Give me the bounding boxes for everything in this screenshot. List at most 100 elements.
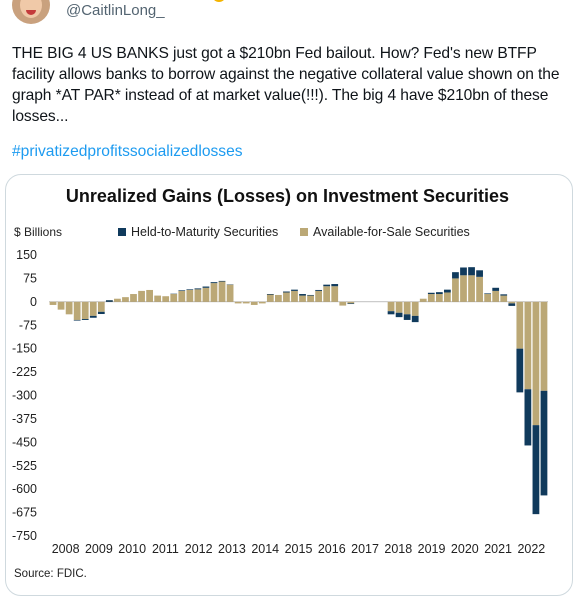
x-tick-label: 2022 xyxy=(517,542,545,556)
bar-htm xyxy=(283,292,290,293)
bar-afs xyxy=(347,302,354,304)
bar-htm xyxy=(299,294,306,296)
bar-afs xyxy=(186,290,193,302)
y-tick-label: -600 xyxy=(12,482,37,496)
bar-htm xyxy=(291,290,298,291)
bar-afs xyxy=(227,285,234,302)
bar-htm xyxy=(541,391,548,496)
bar-htm xyxy=(484,293,491,294)
bar-afs xyxy=(412,302,419,316)
bar-afs xyxy=(154,296,161,302)
bar-afs xyxy=(516,302,523,349)
x-tick-label: 2010 xyxy=(118,542,146,556)
x-tick-label: 2013 xyxy=(218,542,246,556)
bar-htm xyxy=(267,294,274,295)
x-tick-label: 2009 xyxy=(85,542,113,556)
x-tick-label: 2018 xyxy=(384,542,412,556)
x-tick-label: 2012 xyxy=(185,542,213,556)
bar-htm xyxy=(219,281,226,282)
bar-afs xyxy=(436,294,443,302)
bar-afs xyxy=(307,296,314,302)
y-tick-label: -675 xyxy=(12,506,37,520)
bar-htm xyxy=(315,290,322,291)
bar-afs xyxy=(444,292,451,301)
y-tick-label: -300 xyxy=(12,389,37,403)
bar-afs xyxy=(484,294,491,302)
bar-htm xyxy=(203,287,210,288)
bar-htm xyxy=(388,311,395,314)
bar-htm xyxy=(307,295,314,296)
bar-htm xyxy=(347,303,354,304)
chart-source: Source: FDIC. xyxy=(14,568,87,580)
bar-afs xyxy=(195,289,202,301)
bar-afs xyxy=(315,291,322,302)
bar-htm xyxy=(90,316,97,318)
bar-afs xyxy=(541,302,548,391)
bar-afs xyxy=(500,296,507,302)
bar-afs xyxy=(291,291,298,302)
x-tick-label: 2021 xyxy=(484,542,512,556)
bar-afs xyxy=(524,302,531,389)
bar-afs xyxy=(178,291,185,302)
bar-afs xyxy=(219,282,226,302)
bar-afs xyxy=(203,288,210,302)
bar-afs xyxy=(130,294,137,302)
bar-afs xyxy=(428,294,435,302)
bar-afs xyxy=(251,302,258,305)
bar-afs xyxy=(508,302,515,304)
bar-afs xyxy=(66,302,73,314)
bar-afs xyxy=(476,277,483,302)
y-tick-label: -525 xyxy=(12,459,37,473)
bar-afs xyxy=(90,302,97,316)
bar-afs xyxy=(82,302,89,319)
bar-htm xyxy=(460,267,467,275)
bar-afs xyxy=(58,302,65,310)
bar-afs xyxy=(396,302,403,313)
x-tick-label: 2016 xyxy=(318,542,346,556)
bar-htm xyxy=(468,267,475,275)
bar-afs xyxy=(533,302,540,425)
x-tick-label: 2008 xyxy=(52,542,80,556)
bar-afs xyxy=(388,302,395,311)
bar-afs xyxy=(331,286,338,302)
bar-afs xyxy=(404,302,411,314)
y-tick-label: 75 xyxy=(23,271,37,285)
bar-htm xyxy=(533,425,540,514)
bar-afs xyxy=(259,302,266,304)
bar-htm xyxy=(436,292,443,294)
bar-afs xyxy=(114,299,121,302)
y-tick-label: -450 xyxy=(12,435,37,449)
bar-afs xyxy=(162,296,169,302)
bar-htm xyxy=(331,284,338,286)
bar-afs xyxy=(211,283,218,302)
bar-htm xyxy=(186,289,193,290)
bar-afs xyxy=(323,286,330,302)
bar-afs xyxy=(74,302,81,320)
bar-afs xyxy=(339,302,346,306)
bar-afs xyxy=(122,297,129,302)
bar-htm xyxy=(412,316,419,322)
bar-afs xyxy=(299,296,306,302)
x-tick-label: 2017 xyxy=(351,542,379,556)
y-tick-label: -75 xyxy=(19,318,37,332)
bar-afs xyxy=(267,294,274,302)
bar-afs xyxy=(170,294,177,302)
bar-htm xyxy=(106,300,113,302)
bar-afs xyxy=(452,278,459,301)
bar-htm xyxy=(82,319,89,320)
y-tick-label: 0 xyxy=(30,295,37,309)
bar-afs xyxy=(98,302,105,312)
bar-htm xyxy=(178,290,185,291)
bar-htm xyxy=(323,285,330,287)
bar-htm xyxy=(524,389,531,445)
bar-htm xyxy=(211,282,218,283)
x-tick-label: 2020 xyxy=(451,542,479,556)
y-tick-label: 150 xyxy=(16,248,37,262)
bar-htm xyxy=(452,272,459,278)
bar-afs xyxy=(50,302,57,305)
y-tick-label: -750 xyxy=(12,529,37,543)
bar-htm xyxy=(98,312,105,314)
bar-htm xyxy=(195,288,202,289)
bar-afs xyxy=(275,295,282,302)
